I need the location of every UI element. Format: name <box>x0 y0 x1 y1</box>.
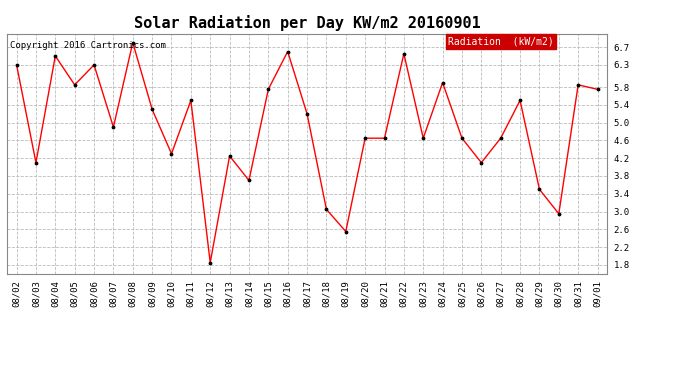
Text: Copyright 2016 Cartronics.com: Copyright 2016 Cartronics.com <box>10 41 166 50</box>
Title: Solar Radiation per Day KW/m2 20160901: Solar Radiation per Day KW/m2 20160901 <box>134 15 480 31</box>
Text: Radiation  (kW/m2): Radiation (kW/m2) <box>448 36 554 46</box>
